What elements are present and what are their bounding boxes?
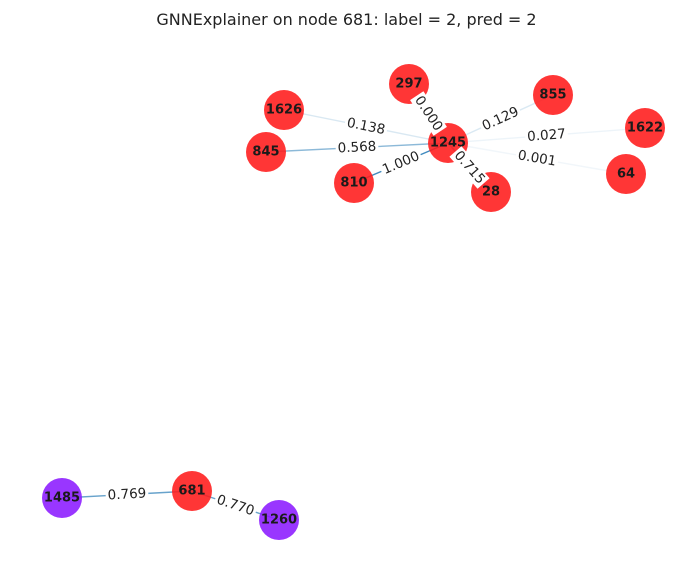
- svg-text:0.129: 0.129: [480, 104, 522, 135]
- node-681: 681: [172, 471, 212, 511]
- node-810: 810: [334, 163, 374, 203]
- svg-text:1626: 1626: [266, 103, 302, 118]
- edge-label-1245-855: 0.129: [477, 102, 524, 136]
- edge-label-1245-1626: 0.138: [343, 114, 389, 139]
- svg-text:1.000: 1.000: [380, 148, 422, 178]
- node-855: 855: [533, 75, 573, 115]
- svg-text:0.001: 0.001: [517, 147, 558, 169]
- node-1260: 1260: [259, 500, 299, 540]
- svg-text:1245: 1245: [430, 136, 466, 151]
- svg-text:845: 845: [252, 145, 279, 160]
- nodes-layer: 297 855 1626 1245 1622 845 810 28 64 681 1485 1260: [42, 64, 665, 540]
- node-64: 64: [606, 154, 646, 194]
- svg-text:0.770: 0.770: [215, 492, 257, 519]
- edge-label-1245-1622: 0.027: [524, 125, 569, 146]
- svg-text:0.568: 0.568: [337, 139, 376, 157]
- node-1485: 1485: [42, 478, 82, 518]
- edge-label-1245-64: 0.001: [514, 146, 560, 171]
- svg-text:1622: 1622: [627, 121, 663, 136]
- svg-text:855: 855: [539, 88, 566, 103]
- edge-label-681-1485: 0.769: [105, 485, 149, 504]
- svg-text:0.138: 0.138: [345, 115, 386, 138]
- svg-text:28: 28: [482, 185, 500, 200]
- svg-text:681: 681: [178, 484, 205, 499]
- edge-label-1245-810: 1.000: [378, 147, 424, 179]
- svg-text:1485: 1485: [44, 491, 80, 506]
- svg-text:64: 64: [617, 167, 635, 182]
- node-845: 845: [246, 132, 286, 172]
- svg-text:0.027: 0.027: [527, 126, 567, 145]
- chart-title: GNNExplainer on node 681: label = 2, pre…: [156, 10, 537, 29]
- edge-label-1245-297: 0.000: [410, 91, 447, 136]
- svg-text:0.769: 0.769: [107, 485, 146, 503]
- edge-label-1245-28: 0.715: [449, 146, 490, 189]
- edge-label-1245-845: 0.568: [335, 138, 379, 157]
- edge-label-681-1260: 0.770: [212, 491, 259, 520]
- svg-text:297: 297: [395, 77, 422, 92]
- svg-text:1260: 1260: [261, 513, 297, 528]
- node-1622: 1622: [625, 108, 665, 148]
- node-297: 297: [389, 64, 429, 104]
- svg-text:0.715: 0.715: [451, 148, 489, 188]
- node-1626: 1626: [264, 90, 304, 130]
- svg-text:0.000: 0.000: [411, 93, 446, 134]
- svg-text:810: 810: [340, 176, 367, 191]
